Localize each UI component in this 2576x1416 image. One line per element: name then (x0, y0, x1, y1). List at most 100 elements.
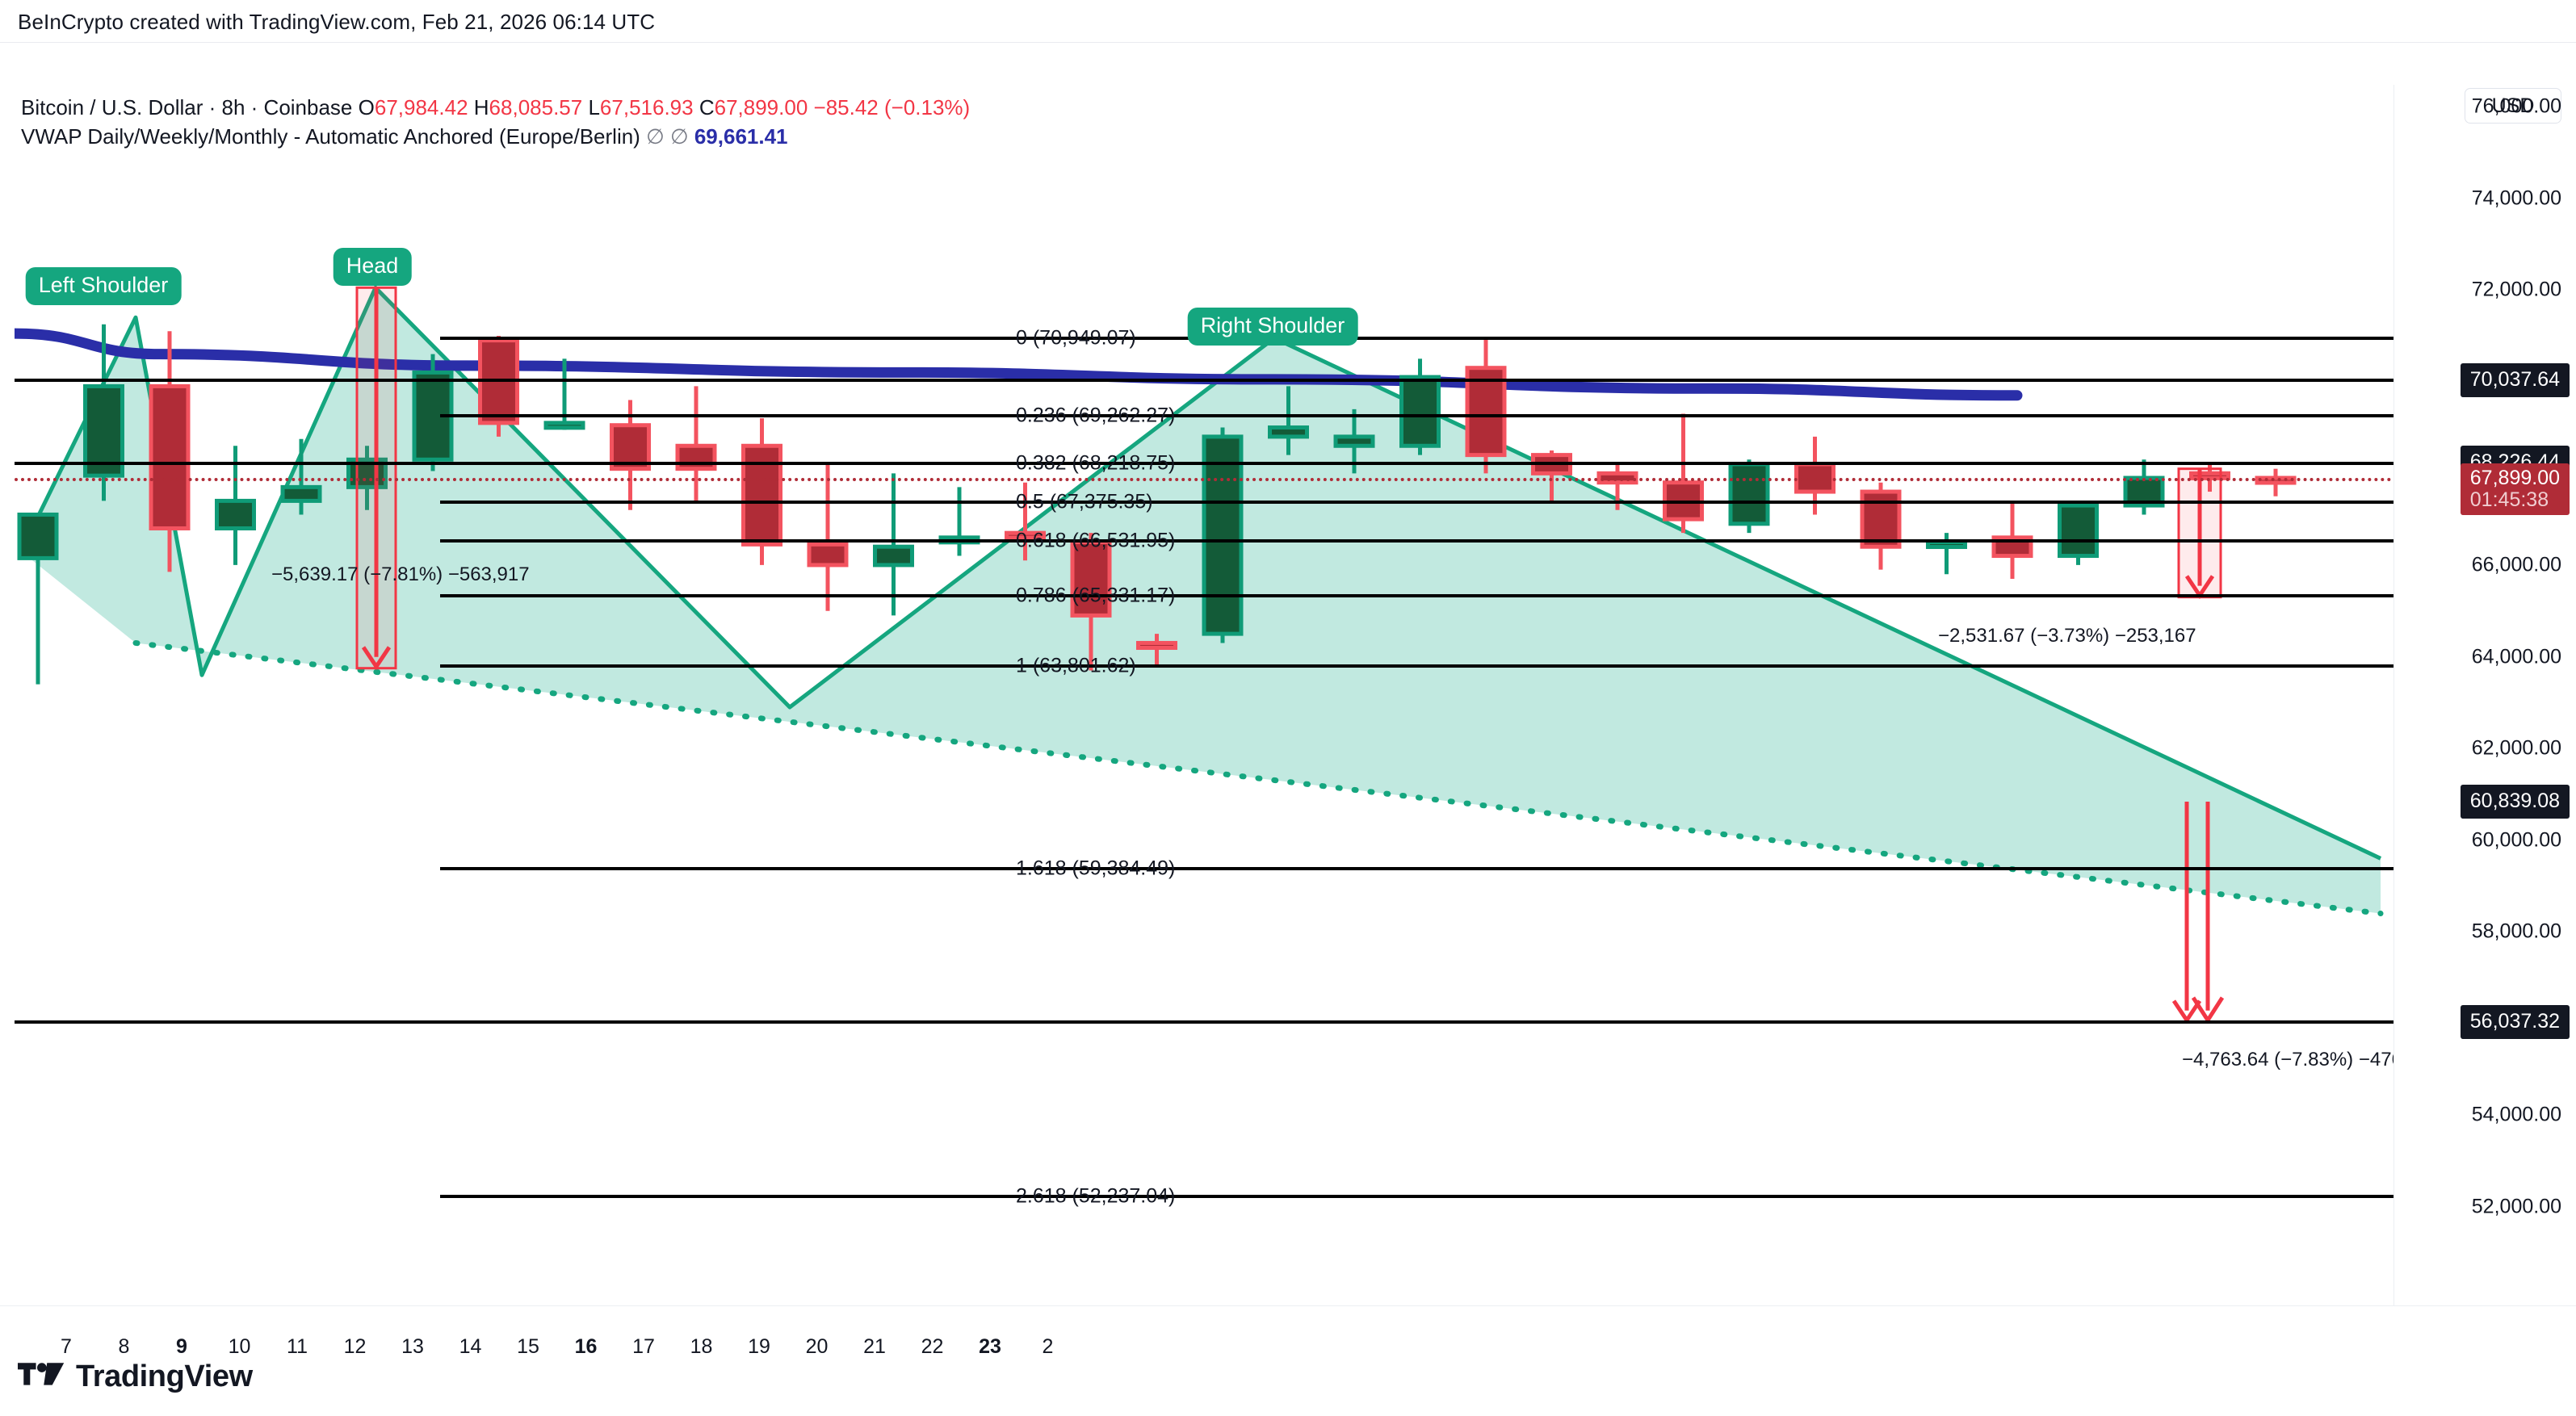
pattern-label-head[interactable]: Head (333, 248, 412, 286)
fib-level-line[interactable] (440, 866, 2393, 870)
legend-high-value: 68,085.57 (489, 95, 583, 119)
candle-body[interactable] (543, 421, 585, 430)
measurement-annotation: −4,763.64 (−7.83%) −476,364 (2182, 1049, 2393, 1070)
fib-level-label: 2.618 (52,237.04) (1016, 1184, 1176, 1208)
time-tick: 2 (1042, 1335, 1054, 1358)
legend-indicator-value: 69,661.41 (694, 124, 788, 149)
time-tick: 7 (61, 1335, 72, 1358)
time-tick: 18 (690, 1335, 713, 1358)
fib-level-line[interactable] (440, 500, 2393, 504)
fib-level-line[interactable] (440, 664, 2393, 668)
price-tick: 60,000.00 (2471, 828, 2561, 852)
fib-level-line[interactable] (440, 1194, 2393, 1198)
candle-body[interactable] (610, 423, 651, 471)
candle-body[interactable] (1728, 462, 1770, 526)
bar-countdown: 01:45:38 (2469, 488, 2549, 511)
fib-level-label: 0.382 (68,218.75) (1016, 451, 1176, 475)
time-tick: 15 (517, 1335, 539, 1358)
candle-body[interactable] (83, 383, 124, 478)
candle-body[interactable] (675, 443, 717, 471)
time-tick: 17 (632, 1335, 655, 1358)
price-level-tag[interactable]: 56,037.32 (2460, 1004, 2570, 1039)
candle-body[interactable] (1005, 530, 1046, 540)
head-shoulders-fill (21, 287, 2381, 914)
fib-level-line[interactable] (440, 538, 2393, 543)
fib-level-label: 1.618 (59,384.49) (1016, 857, 1176, 880)
time-tick: 23 (979, 1335, 1001, 1358)
measurement-annotation: −5,639.17 (−7.81%) −563,917 (271, 563, 530, 585)
candle-body[interactable] (1268, 425, 1309, 439)
candle-body[interactable] (17, 512, 59, 560)
candle-body[interactable] (215, 498, 256, 530)
price-tick: 62,000.00 (2471, 736, 2561, 760)
horizontal-level-line[interactable] (15, 378, 2393, 382)
time-tick: 19 (748, 1335, 770, 1358)
legend-symbol[interactable]: Bitcoin / U.S. Dollar · 8h · Coinbase (21, 95, 353, 119)
candle-body[interactable] (1202, 434, 1244, 636)
chart-legend: Bitcoin / U.S. Dollar · 8h · Coinbase O6… (21, 93, 970, 151)
fib-level-label: 0.5 (67,375.35) (1016, 490, 1153, 513)
tradingview-wordmark: TradingView (76, 1359, 253, 1393)
candle-body[interactable] (807, 542, 849, 568)
fib-level-label: 0 (70,949.07) (1016, 326, 1136, 350)
candle-body[interactable] (1070, 540, 1112, 618)
pattern-label-right-shoulder[interactable]: Right Shoulder (1187, 308, 1358, 346)
price-tick: 52,000.00 (2471, 1195, 2561, 1218)
time-tick: 21 (863, 1335, 886, 1358)
pattern-label-left-shoulder[interactable]: Left Shoulder (25, 267, 182, 305)
legend-low-value: 67,516.93 (599, 95, 694, 119)
price-axis[interactable]: USD 76,000.00 74,000.00 72,000.00 66,000.00… (2393, 85, 2576, 1305)
candle-body[interactable] (873, 544, 914, 568)
candle-body[interactable] (1399, 375, 1441, 448)
legend-high-key: H (473, 95, 489, 119)
candle-body[interactable] (1333, 434, 1375, 448)
current-price-tag[interactable]: 67,899.00 01:45:38 (2460, 463, 2570, 516)
horizontal-level-line[interactable] (15, 1020, 2393, 1024)
candle-body[interactable] (1926, 540, 1967, 550)
legend-low-key: L (588, 95, 600, 119)
neckline-dotted[interactable] (132, 639, 2384, 917)
candle-series[interactable] (17, 324, 2297, 685)
candle-body[interactable] (1465, 366, 1507, 458)
price-tick: 72,000.00 (2471, 278, 2561, 301)
price-tick: 76,000.00 (2471, 94, 2561, 118)
fib-level-line[interactable] (15, 461, 2393, 465)
fib-level-line[interactable] (440, 593, 2393, 597)
fib-level-line[interactable] (440, 336, 2393, 340)
time-tick: 20 (805, 1335, 829, 1358)
plot-area[interactable]: 0 (70,949.07) 0.236 (69,262.27) 0.382 (68,… (15, 85, 2393, 1305)
attribution-text: BeInCrypto created with TradingView.com,… (18, 10, 656, 34)
time-tick: 9 (176, 1335, 187, 1358)
tradingview-logo: TradingView (18, 1359, 253, 1394)
legend-ohlc-row[interactable]: Bitcoin / U.S. Dollar · 8h · Coinbase O6… (21, 93, 970, 122)
time-tick: 10 (228, 1335, 251, 1358)
currency-button[interactable]: USD (2465, 88, 2561, 124)
candle-body[interactable] (1136, 640, 1177, 650)
time-tick: 12 (343, 1335, 367, 1358)
fib-level-label: 0.236 (69,262.27) (1016, 404, 1176, 427)
legend-indicator-row[interactable]: VWAP Daily/Weekly/Monthly - Automatic An… (21, 122, 970, 151)
legend-close-value: 67,899.00 (714, 95, 808, 119)
legend-close-key: C (699, 95, 715, 119)
fib-level-line[interactable] (440, 413, 2393, 417)
price-level-tag[interactable]: 70,037.64 (2460, 362, 2570, 397)
price-tick: 66,000.00 (2471, 553, 2561, 576)
vwap-line[interactable] (15, 328, 2023, 401)
legend-indicator-dim: ∅ ∅ (646, 124, 689, 149)
price-tick: 74,000.00 (2471, 186, 2561, 210)
candle-body[interactable] (280, 484, 322, 503)
price-level-tag[interactable]: 60,839.08 (2460, 785, 2570, 819)
candle-body[interactable] (149, 383, 191, 530)
tradingview-mark-icon (18, 1362, 65, 1385)
candle-body[interactable] (1596, 471, 1638, 485)
time-axis[interactable]: 7 8 9 10 11 12 13 14 15 16 17 18 19 20 21 22 23 2 (0, 1305, 2576, 1391)
legend-indicator-name[interactable]: VWAP Daily/Weekly/Monthly - Automatic An… (21, 124, 640, 149)
price-tick: 64,000.00 (2471, 645, 2561, 668)
candle-body[interactable] (2058, 503, 2099, 559)
fib-level-label: 0.618 (66,531.95) (1016, 529, 1176, 552)
candle-body[interactable] (741, 443, 782, 547)
candle-body[interactable] (478, 338, 519, 425)
chart-frame: Bitcoin / U.S. Dollar · 8h · Coinbase O6… (0, 42, 2576, 1416)
candlestick-canvas (15, 285, 2384, 1024)
legend-open-value: 67,984.42 (374, 95, 468, 119)
